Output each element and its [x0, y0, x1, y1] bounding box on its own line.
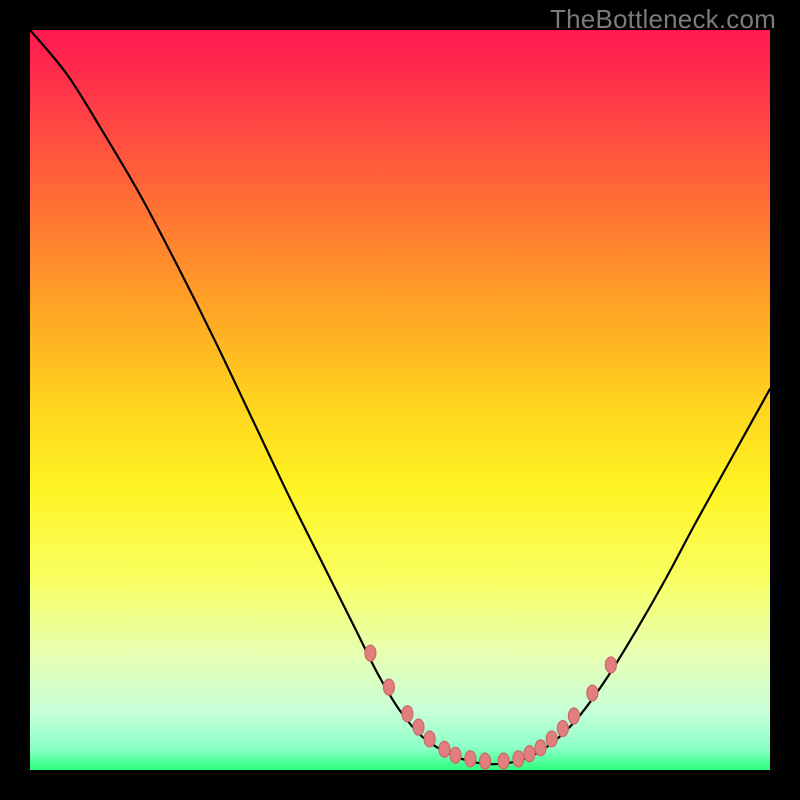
curve-marker: [557, 721, 568, 737]
curve-marker: [439, 741, 450, 757]
curve-marker: [524, 746, 535, 762]
curve-marker: [465, 751, 476, 767]
curve-marker: [424, 731, 435, 747]
curve-marker: [450, 747, 461, 763]
curve-marker: [568, 708, 579, 724]
watermark-text: TheBottleneck.com: [550, 4, 776, 35]
plot-area: [30, 30, 770, 770]
curve-marker: [513, 751, 524, 767]
curve-marker: [498, 753, 509, 769]
curve-marker: [480, 753, 491, 769]
curve-marker: [383, 679, 394, 695]
curve-marker: [546, 731, 557, 747]
curve-marker: [402, 706, 413, 722]
curve-marker: [413, 719, 424, 735]
curve-marker: [587, 685, 598, 701]
curve-marker: [535, 740, 546, 756]
curve-marker: [365, 645, 376, 661]
chart-background: [30, 30, 770, 770]
curve-marker: [605, 657, 616, 673]
chart-svg: [30, 30, 770, 770]
